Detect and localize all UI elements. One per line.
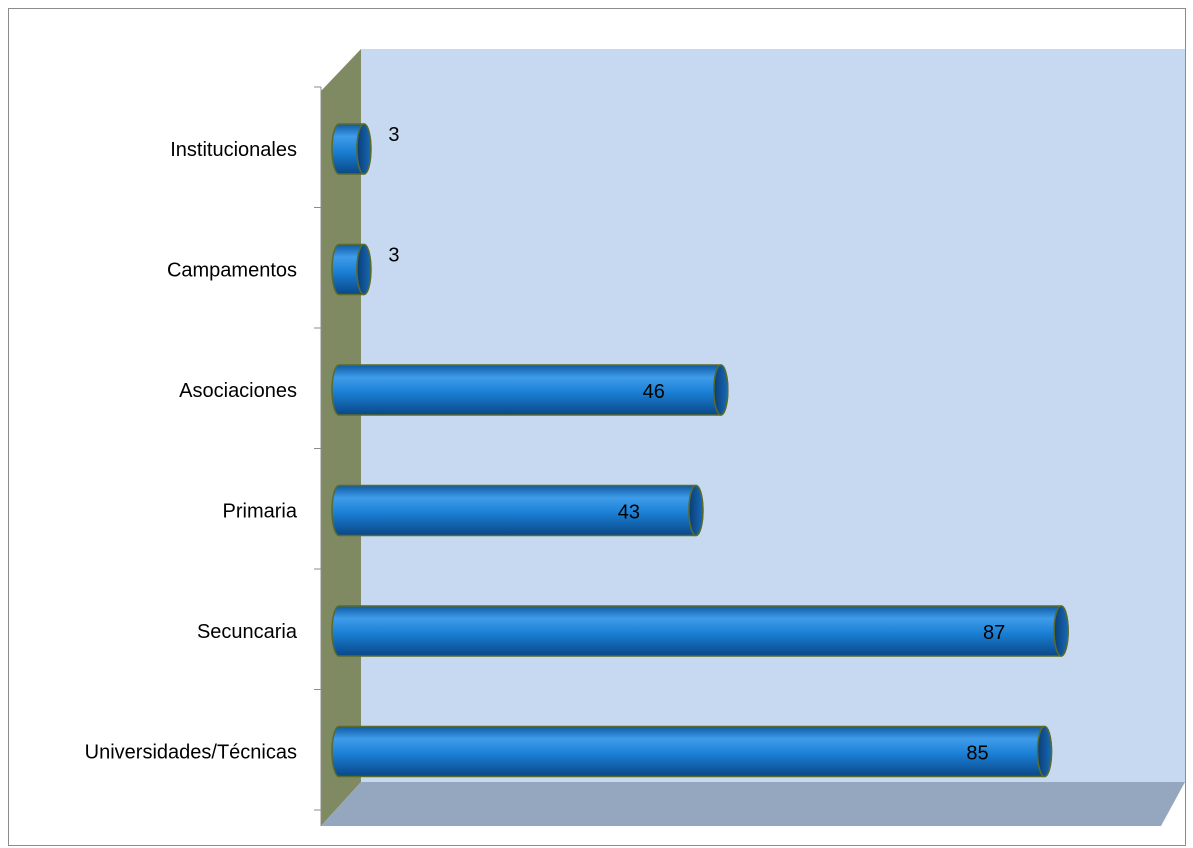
bar-body <box>331 605 1069 657</box>
bar-series <box>331 123 1069 778</box>
chart-frame: 3 Institucionales 3 Campamentos 46 Asociacion… <box>8 8 1186 846</box>
data-label: 3 <box>388 124 399 146</box>
data-label: 85 <box>966 743 988 765</box>
category-label: Institucionales <box>170 139 297 161</box>
category-label: Secuncaria <box>197 621 298 643</box>
bar-cap <box>1053 605 1069 657</box>
bar-body <box>331 725 1053 778</box>
bar-body <box>331 364 729 416</box>
data-label: 3 <box>388 245 399 267</box>
bar <box>331 484 704 537</box>
category-labels: 3 Institucionales 3 Campamentos 46 Asociacion… <box>85 124 1006 765</box>
bar <box>331 123 372 175</box>
floor <box>321 782 1185 826</box>
bar <box>331 605 1069 657</box>
category-label: Campamentos <box>167 260 297 282</box>
data-label: 43 <box>618 502 640 524</box>
bar-cap <box>713 364 729 416</box>
data-label: 46 <box>643 381 665 403</box>
chart-walls <box>321 49 1185 826</box>
bar-body <box>331 484 704 537</box>
category-label: Primaria <box>223 501 298 523</box>
bar <box>331 364 729 416</box>
category-label: Universidades/Técnicas <box>85 742 297 764</box>
bar-chart: 3 Institucionales 3 Campamentos 46 Asociacion… <box>85 49 1185 826</box>
category-axis <box>314 86 322 826</box>
bar-cap <box>356 243 372 296</box>
category-label: Asociaciones <box>179 380 297 402</box>
bar-cap <box>1036 725 1053 778</box>
bar-cap <box>688 484 704 537</box>
data-label: 87 <box>983 622 1005 644</box>
bar <box>331 725 1053 778</box>
back-wall <box>361 49 1185 782</box>
bar <box>331 243 372 296</box>
bar-cap <box>356 123 372 175</box>
